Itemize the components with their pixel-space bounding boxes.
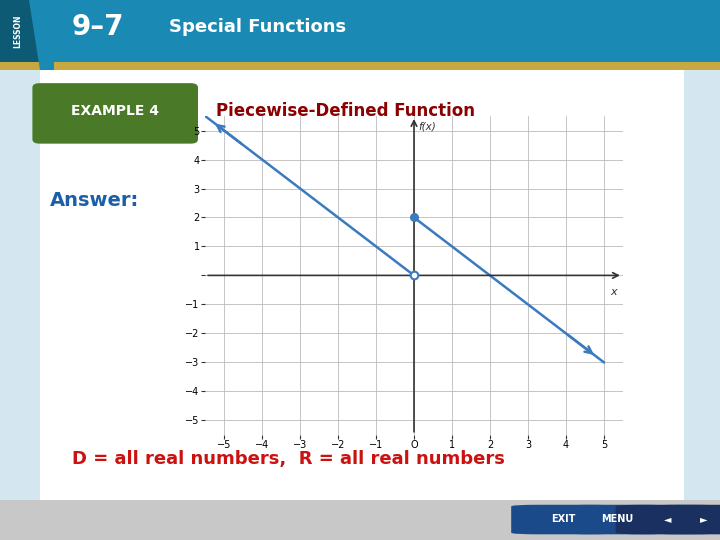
Text: Special Functions: Special Functions [169, 18, 346, 36]
FancyBboxPatch shape [565, 505, 670, 535]
Polygon shape [29, 0, 54, 70]
Text: ◄: ◄ [664, 514, 672, 524]
Bar [684, 70, 720, 502]
Text: x: x [611, 287, 617, 297]
Bar [0, 62, 720, 70]
Text: EXIT: EXIT [552, 514, 575, 524]
Text: LESSON: LESSON [14, 15, 22, 49]
Text: MENU: MENU [601, 514, 634, 524]
FancyBboxPatch shape [652, 505, 720, 535]
Bar [0, 70, 40, 502]
Text: Piecewise-Defined Function: Piecewise-Defined Function [216, 102, 475, 120]
Text: 9–7: 9–7 [72, 12, 125, 40]
Text: Answer:: Answer: [50, 191, 140, 210]
Text: EXAMPLE 4: EXAMPLE 4 [71, 104, 159, 118]
FancyBboxPatch shape [32, 83, 198, 144]
FancyBboxPatch shape [511, 505, 616, 535]
Text: D = all real numbers,  R = all real numbers: D = all real numbers, R = all real numbe… [72, 450, 505, 468]
FancyBboxPatch shape [616, 505, 720, 535]
Bar [0, 0, 54, 70]
Text: f(x): f(x) [418, 122, 436, 132]
Text: ►: ► [700, 514, 708, 524]
